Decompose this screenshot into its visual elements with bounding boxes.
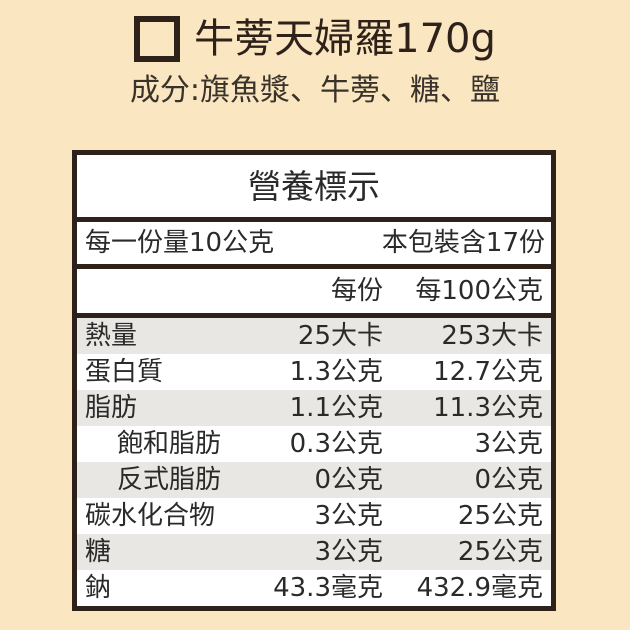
nutrient-per-100g: 0公克 — [393, 462, 551, 498]
column-header-per-100g: 每100公克 — [393, 266, 551, 318]
nutrient-per-serving: 3公克 — [235, 534, 393, 570]
nutrient-per-serving: 1.1公克 — [235, 390, 393, 426]
nutrient-per-100g: 25公克 — [393, 498, 551, 534]
table-row: 蛋白質 1.3公克 12.7公克 — [77, 354, 551, 390]
nutrient-per-100g: 3公克 — [393, 426, 551, 462]
ingredients-line: 成分:旗魚漿、牛蒡、糖、鹽 — [129, 73, 501, 108]
nutrient-name: 碳水化合物 — [77, 498, 235, 534]
table-row: 糖 3公克 25公克 — [77, 534, 551, 570]
nutrient-per-serving: 43.3毫克 — [235, 570, 393, 606]
nutrient-per-100g: 11.3公克 — [393, 390, 551, 426]
table-row: 鈉 43.3毫克 432.9毫克 — [77, 570, 551, 606]
nutrient-per-serving: 25大卡 — [235, 315, 393, 354]
nutrition-title: 營養標示 — [77, 155, 551, 222]
nutrient-per-serving: 0公克 — [235, 462, 393, 498]
nutrient-name: 熱量 — [77, 315, 235, 354]
square-bullet-icon — [134, 16, 181, 62]
nutrition-table-body: 營養標示 每一份量10公克 本包裝含17份 每份 每100公克 — [77, 155, 551, 606]
nutrient-per-serving: 1.3公克 — [235, 354, 393, 390]
nutrient-per-100g: 25公克 — [393, 534, 551, 570]
nutrient-name: 飽和脂肪 — [77, 426, 235, 462]
column-header-per-serving: 每份 — [235, 266, 393, 318]
serving-size: 每一份量10公克 — [85, 228, 275, 258]
serving-info-row: 每一份量10公克 本包裝含17份 — [77, 219, 551, 269]
nutrient-per-serving: 0.3公克 — [235, 426, 393, 462]
column-header-row: 每份 每100公克 — [77, 266, 551, 318]
nutrient-per-100g: 432.9毫克 — [393, 570, 551, 606]
nutrient-name: 反式脂肪 — [77, 462, 235, 498]
table-row: 熱量 25大卡 253大卡 — [77, 315, 551, 354]
nutrient-name: 蛋白質 — [77, 354, 235, 390]
table-row: 碳水化合物 3公克 25公克 — [77, 498, 551, 534]
nutrient-name: 鈉 — [77, 570, 235, 606]
product-name: 牛蒡天婦羅170g — [194, 16, 496, 62]
product-title-row: 牛蒡天婦羅170g — [0, 0, 630, 72]
nutrient-name: 脂肪 — [77, 390, 235, 426]
table-row: 反式脂肪 0公克 0公克 — [77, 462, 551, 498]
nutrient-name: 糖 — [77, 534, 235, 570]
nutrient-per-100g: 12.7公克 — [393, 354, 551, 390]
nutrition-facts-table: 營養標示 每一份量10公克 本包裝含17份 每份 每100公克 — [72, 150, 556, 611]
nutrient-per-serving: 3公克 — [235, 498, 393, 534]
column-header-nutrient — [77, 266, 235, 318]
nutrient-per-100g: 253大卡 — [393, 315, 551, 354]
servings-per-package: 本包裝含17份 — [381, 228, 545, 258]
table-row: 脂肪 1.1公克 11.3公克 — [77, 390, 551, 426]
nutrition-title-row: 營養標示 — [77, 155, 551, 222]
table-row: 飽和脂肪 0.3公克 3公克 — [77, 426, 551, 462]
